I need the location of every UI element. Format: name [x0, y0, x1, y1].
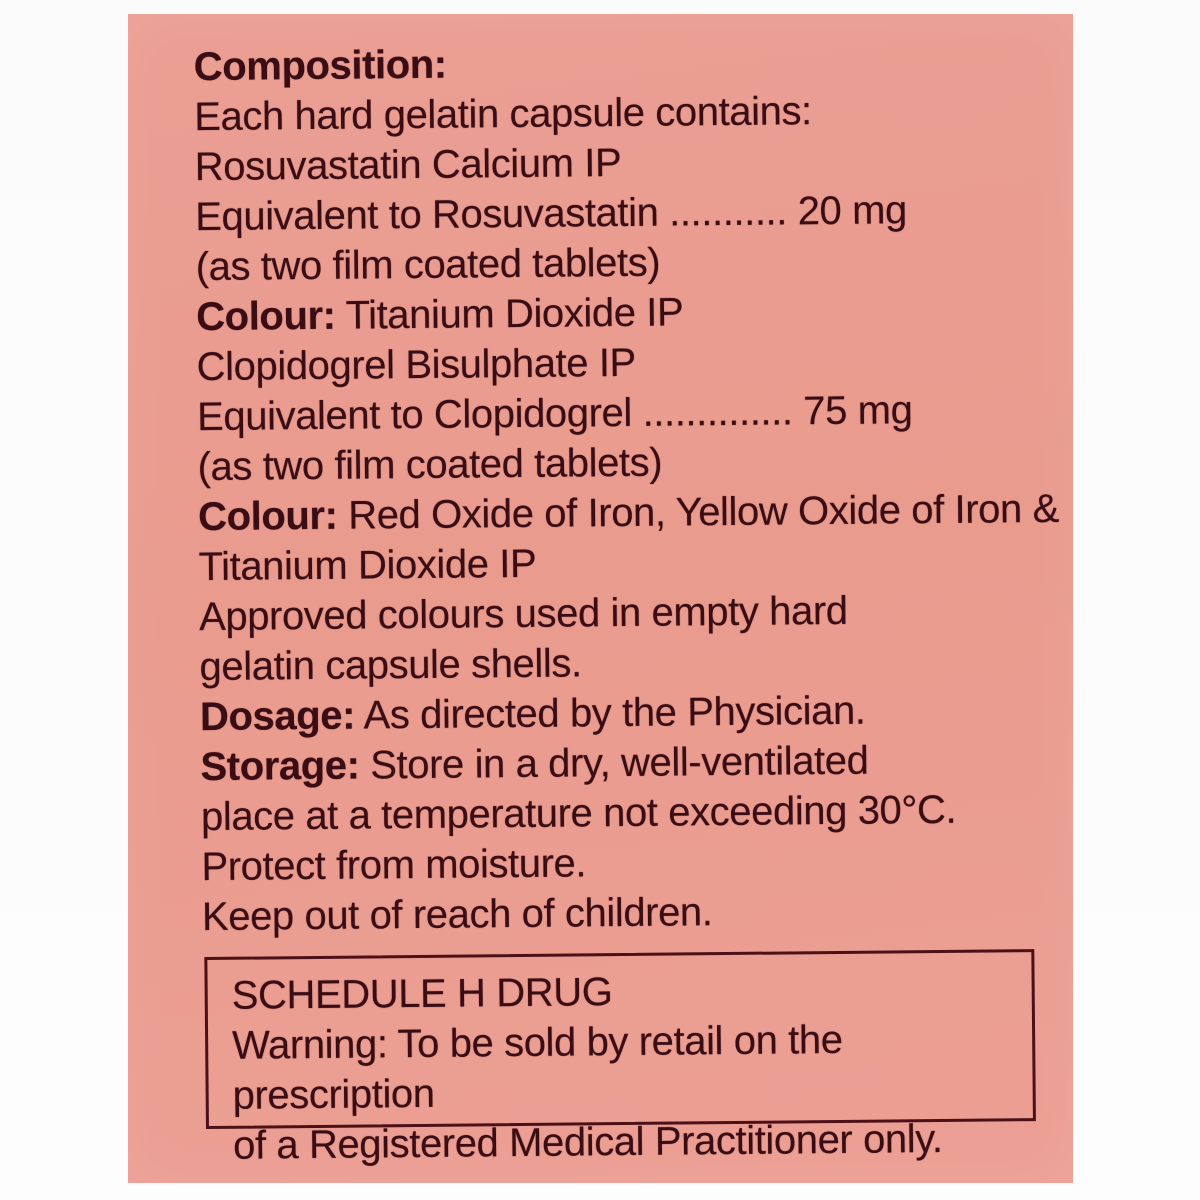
film-coated-tablets-line-1: (as two film coated tablets): [195, 240, 661, 290]
rosuvastatin-equivalent-line: Equivalent to Rosuvastatin ........... 2…: [195, 188, 908, 240]
gelatin-shells-line: gelatin capsule shells.: [199, 641, 582, 690]
bold-prefix: Storage:: [200, 743, 360, 790]
titanium-dioxide-line: Titanium Dioxide IP: [198, 541, 537, 590]
schedule-h-title: SCHEDULE H DRUG: [231, 970, 613, 1018]
approved-colours-line: Approved colours used in empty hard: [198, 588, 848, 640]
schedule-h-drug-box: SCHEDULE H DRUG Warning: To be sold by r…: [204, 949, 1036, 1168]
storage-line-1: Storage: Store in a dry, well-ventilated: [200, 738, 869, 790]
bold-prefix: Colour:: [195, 293, 336, 340]
composition-heading: Composition:: [194, 34, 1067, 92]
clopidogrel-bisulphate-line: Clopidogrel Bisulphate IP: [196, 340, 637, 390]
colour-oxides-line: Colour: Red Oxide of Iron, Yellow Oxide …: [197, 486, 1060, 540]
schedule-warning-line-2: of a Registered Medical Practitioner onl…: [232, 1116, 943, 1168]
colour-titanium-line: Colour: Titanium Dioxide IP: [195, 290, 684, 340]
protect-moisture-line: Protect from moisture.: [201, 841, 587, 890]
film-coated-tablets-line-2: (as two film coated tablets): [197, 440, 663, 490]
capsule-contains-line: Each hard gelatin capsule contains:: [194, 89, 812, 140]
bold-prefix: Colour:: [197, 493, 338, 540]
clopidogrel-equivalent-line: Equivalent to Clopidogrel ..............…: [196, 388, 913, 440]
rosuvastatin-calcium-line: Rosuvastatin Calcium IP: [194, 141, 622, 190]
label-text-block: Composition: Each hard gelatin capsule c…: [121, 6, 1077, 1168]
schedule-warning-line-1: Warning: To be sold by retail on the pre…: [231, 1017, 843, 1118]
storage-line-2: place at a temperature not exceeding 30°…: [200, 787, 957, 840]
keep-out-of-reach-line: Keep out of reach of children.: [201, 890, 713, 940]
bold-prefix: Dosage:: [199, 693, 356, 740]
bold-prefix: Composition:: [193, 42, 447, 90]
dosage-line: Dosage: As directed by the Physician.: [199, 688, 866, 740]
medicine-label: Composition: Each hard gelatin capsule c…: [128, 14, 1073, 1183]
